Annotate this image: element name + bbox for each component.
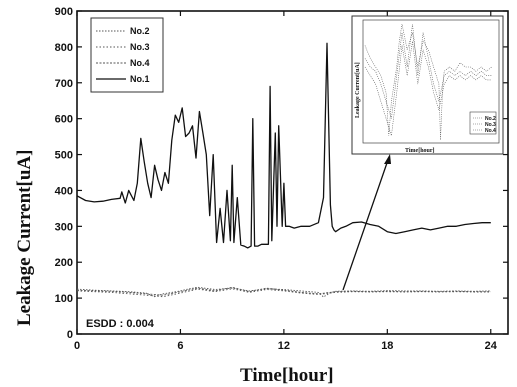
legend-frame [90, 17, 164, 93]
inset-pointer-arrowhead [384, 154, 391, 164]
legend-label-no1: No.1 [130, 74, 150, 84]
x-tick-label: 24 [485, 340, 498, 352]
inset-series-line-no3 [364, 41, 492, 136]
inset-legend-frame [469, 111, 497, 135]
inset-legend-label-no4: No.4 [485, 128, 496, 134]
y-tick-label: 200 [55, 257, 73, 269]
inset-legend-label-no2: No.2 [485, 116, 496, 122]
x-tick-label: 12 [278, 340, 290, 352]
x-tick-label: 6 [177, 340, 183, 352]
legend: No.2 No.3 No.4 No.1 [90, 17, 164, 93]
y-tick-label: 900 [55, 6, 73, 18]
y-tick-label: 700 [55, 78, 73, 90]
series-line-no1 [76, 42, 491, 249]
esdd-annotation: ESDD : 0.004 [86, 318, 155, 330]
y-tick-label: 600 [55, 114, 73, 126]
inset-pointer-arrow [342, 159, 389, 291]
y-axis-title: Leakage Current[uA] [14, 150, 35, 326]
inset-series-line-no4 [364, 23, 492, 119]
axis-ticks: 0 100 200 300 400 500 600 700 800 900 0 6 12 18 24 [55, 6, 508, 352]
y-tick-label: 800 [55, 42, 73, 54]
inset-legend-label-no3: No.3 [485, 122, 496, 128]
y-tick-label: 500 [55, 150, 73, 162]
series-line-no4 [76, 286, 491, 296]
inset-plot: Time[hour] Leakage Current[uA] No.2 No.3… [351, 15, 504, 155]
y-tick-label: 400 [55, 185, 73, 197]
y-tick-label: 0 [67, 329, 73, 341]
inset-axes [362, 19, 500, 144]
inset-series [364, 23, 492, 141]
y-tick-label: 300 [55, 221, 73, 233]
legend-label-no3: No.3 [130, 42, 150, 52]
y-tick-label: 100 [55, 293, 73, 305]
legend-label-no4: No.4 [130, 58, 150, 68]
inset-y-label: Leakage Current[uA] [355, 62, 361, 118]
x-axis-title: Time[hour] [240, 365, 334, 386]
legend-label-no2: No.2 [130, 26, 150, 36]
x-tick-label: 0 [74, 340, 80, 352]
x-tick-label: 18 [381, 340, 393, 352]
inset-x-label: Time[hour] [405, 148, 435, 154]
series-layer [76, 42, 491, 298]
